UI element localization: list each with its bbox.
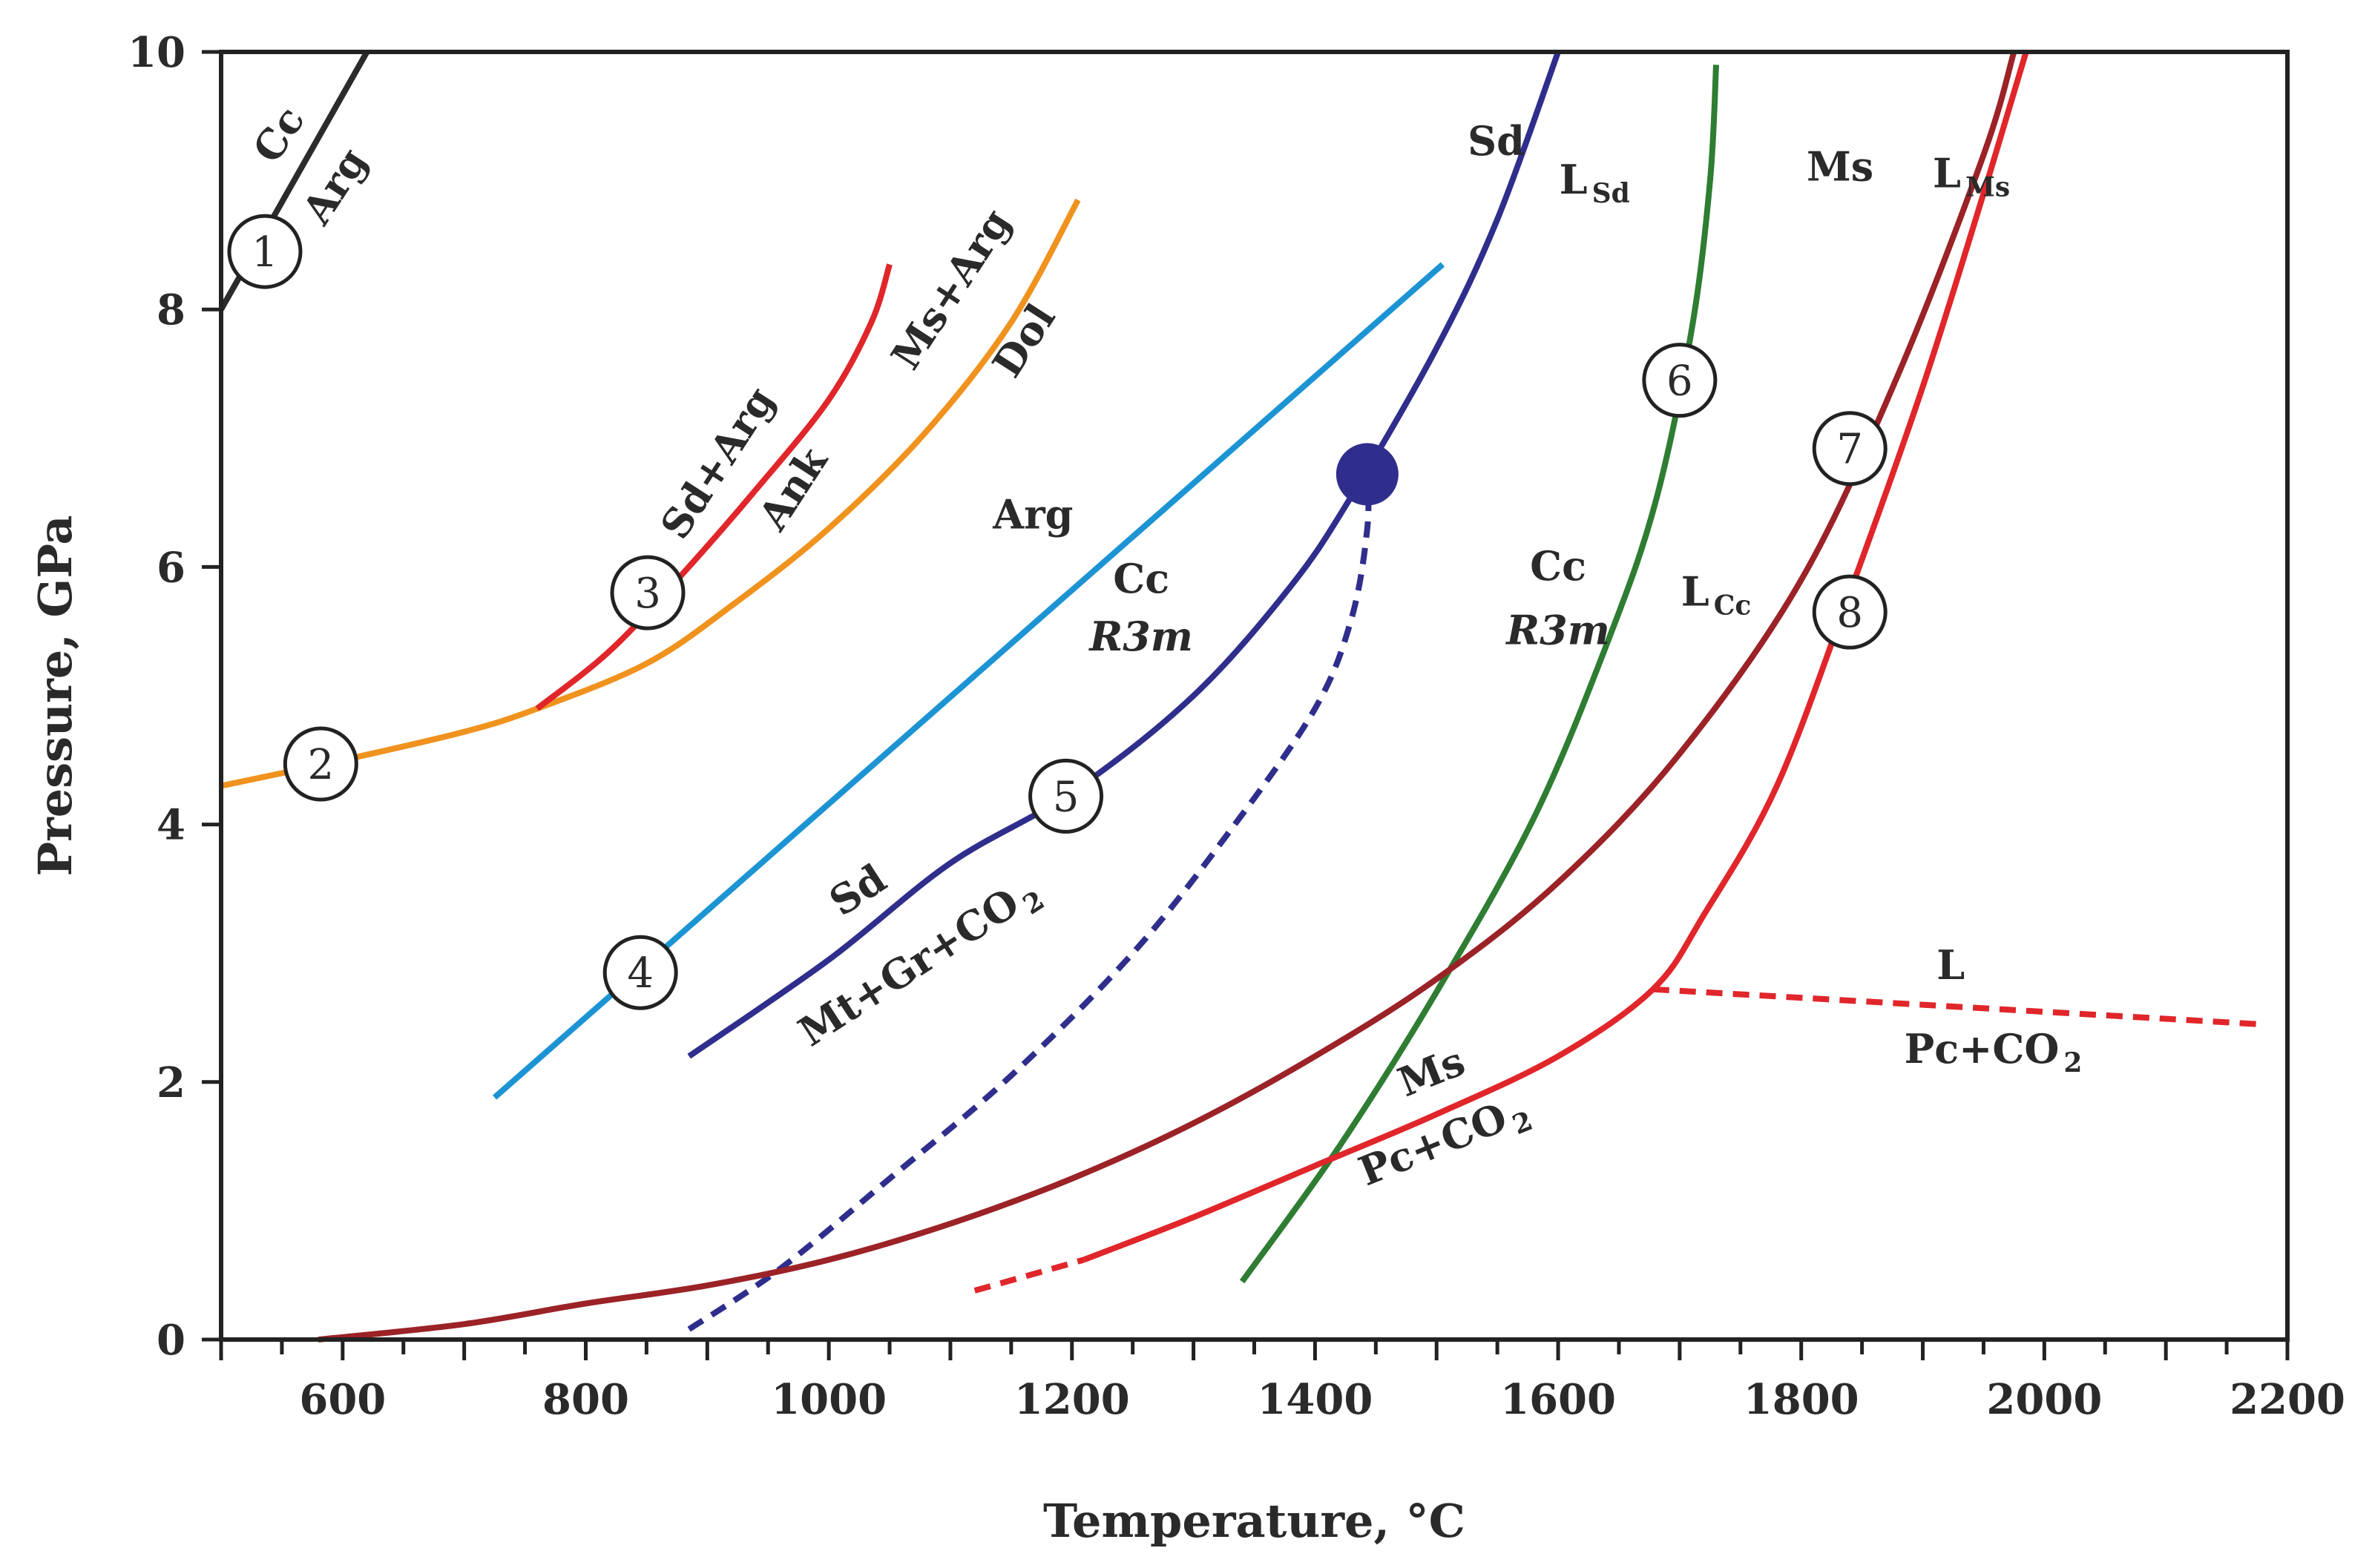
label-text: Pc+CO bbox=[1352, 1093, 1514, 1196]
label-text: L bbox=[1933, 149, 1961, 197]
label-pcco2a: Pc+CO2 bbox=[1352, 1084, 1537, 1201]
label-text: Arg bbox=[292, 139, 376, 233]
label-arg1: Arg bbox=[292, 139, 376, 233]
curve-c2 bbox=[220, 198, 1081, 789]
label-text: Cc bbox=[1530, 542, 1586, 590]
marker-circle bbox=[283, 726, 358, 802]
x-tick-label: 2000 bbox=[1986, 1375, 2102, 1424]
marker-circle bbox=[602, 935, 678, 1010]
label-text: R3m bbox=[1088, 613, 1193, 660]
curve-c9 bbox=[1652, 986, 2258, 1027]
label-text: Cc bbox=[1113, 555, 1169, 602]
y-tick-label: 6 bbox=[157, 543, 185, 592]
label-cc3: Cc bbox=[1530, 542, 1586, 590]
marker-circle bbox=[1812, 411, 1888, 487]
curve-c8a bbox=[973, 1256, 1085, 1294]
label-subscript: Ms bbox=[1965, 171, 2010, 202]
label-ank: Ank bbox=[749, 438, 838, 538]
curve-c5b bbox=[687, 470, 1372, 1332]
x-tick-label: 1200 bbox=[1014, 1375, 1130, 1424]
label-ms1: Ms bbox=[1807, 143, 1873, 191]
marker-7: 7 bbox=[1812, 411, 1888, 487]
label-pcco2b: Pc+CO 2 bbox=[1905, 1025, 2083, 1078]
marker-number: 2 bbox=[308, 741, 335, 789]
label-lsd: L Sd bbox=[1560, 156, 1630, 209]
x-ticks: 600 800 1000 1200 1400 1600 1800 2000 2200 bbox=[219, 1340, 2345, 1424]
x-axis-title: Temperature, °C bbox=[1043, 1494, 1465, 1548]
marker-circle bbox=[1028, 758, 1104, 834]
marker-number: 5 bbox=[1053, 773, 1080, 821]
label-text: Ms bbox=[1807, 143, 1873, 191]
curve-labels: CcArgSd+ArgAnkMs+ArgDolArgCcR3mSdMt+Gr+C… bbox=[243, 98, 2083, 1201]
x-tick-label: 600 bbox=[299, 1375, 386, 1424]
curve-c3 bbox=[535, 263, 893, 711]
x-tick-label: 1800 bbox=[1744, 1375, 1859, 1424]
label-text: L bbox=[1560, 156, 1588, 203]
label-arg2: Arg bbox=[992, 490, 1073, 538]
label-text: L bbox=[1681, 567, 1709, 615]
label-text: Sd bbox=[1468, 117, 1525, 165]
y-tick-label: 0 bbox=[157, 1316, 185, 1365]
x-tick-label: 1000 bbox=[771, 1375, 887, 1424]
label-subscript: Cc bbox=[1714, 590, 1752, 621]
x-tick-label: 800 bbox=[542, 1375, 629, 1424]
label-text: R3m bbox=[1505, 607, 1610, 654]
label-text: L bbox=[1936, 941, 1965, 989]
label-text: Dol bbox=[983, 295, 1065, 386]
curve-number-markers: 1 2 3 4 5 6 7 8 bbox=[227, 214, 1888, 1010]
x-tick-label: 1600 bbox=[1500, 1375, 1616, 1424]
y-ticks: 0 2 4 6 8 10 bbox=[128, 28, 221, 1365]
label-subscript: 2 bbox=[2063, 1047, 2082, 1078]
marker-1: 1 bbox=[227, 214, 303, 289]
y-tick-label: 4 bbox=[157, 801, 185, 850]
label-text: Arg bbox=[992, 490, 1073, 538]
marker-circle bbox=[610, 555, 686, 630]
label-subscript: Sd bbox=[1592, 178, 1630, 209]
label-dol: Dol bbox=[983, 295, 1065, 386]
plot-frame bbox=[219, 50, 2290, 1342]
marker-3: 3 bbox=[610, 555, 686, 630]
marker-6: 6 bbox=[1642, 343, 1718, 418]
curve-c8 bbox=[1082, 50, 2029, 1263]
label-sd2: Sd bbox=[1468, 117, 1525, 165]
curves-layer bbox=[218, 50, 2258, 1343]
y-tick-label: 8 bbox=[157, 286, 185, 335]
marker-5: 5 bbox=[1028, 758, 1104, 834]
y-tick-label: 10 bbox=[128, 28, 185, 77]
x-tick-label: 1400 bbox=[1257, 1375, 1373, 1424]
x-tick-label: 2200 bbox=[2230, 1375, 2345, 1424]
curve-c6 bbox=[1239, 65, 1720, 1284]
marker-circle bbox=[1812, 574, 1888, 650]
y-tick-label: 2 bbox=[157, 1058, 185, 1107]
axes-layer: 600 800 1000 1200 1400 1600 1800 2000 2200 0 2 4 6 8… bbox=[28, 28, 2345, 1548]
label-text: Pc+CO bbox=[1905, 1025, 2060, 1073]
marker-number: 1 bbox=[252, 228, 278, 277]
label-l2: L bbox=[1936, 941, 1965, 989]
marker-number: 8 bbox=[1836, 589, 1863, 637]
marker-4: 4 bbox=[602, 935, 678, 1010]
marker-2: 2 bbox=[283, 726, 358, 802]
y-axis-title: Pressure, GPa bbox=[28, 515, 82, 877]
invariant-point bbox=[1336, 443, 1399, 506]
label-text: Mt+Gr+CO bbox=[790, 878, 1028, 1055]
label-text: Ank bbox=[749, 438, 838, 538]
marker-number: 3 bbox=[634, 570, 661, 618]
curve-c5 bbox=[687, 50, 1561, 1059]
marker-circle bbox=[227, 214, 303, 289]
marker-circle bbox=[1642, 343, 1718, 418]
label-r3m1: R3m bbox=[1088, 613, 1193, 660]
marker-number: 6 bbox=[1666, 358, 1693, 406]
marker-8: 8 bbox=[1812, 574, 1888, 650]
label-lms: L Ms bbox=[1933, 149, 2010, 202]
label-lcc: L Cc bbox=[1681, 567, 1752, 621]
label-r3m2: R3m bbox=[1505, 607, 1610, 654]
marker-number: 7 bbox=[1836, 426, 1863, 474]
marker-number: 4 bbox=[627, 949, 654, 998]
label-cc2: Cc bbox=[1113, 555, 1169, 602]
